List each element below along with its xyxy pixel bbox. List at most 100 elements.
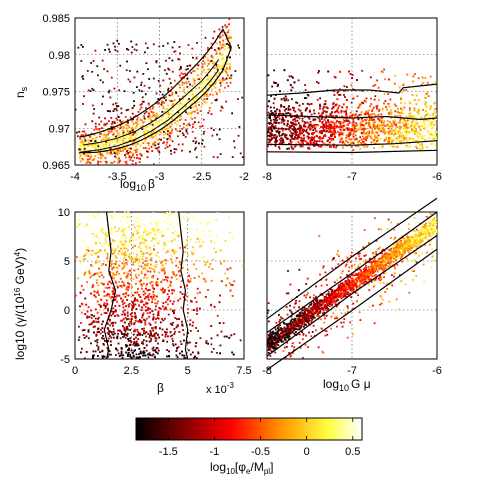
data-point bbox=[433, 110, 436, 113]
data-point bbox=[331, 107, 333, 110]
data-point bbox=[298, 136, 301, 139]
data-point bbox=[107, 138, 110, 141]
data-point bbox=[157, 146, 160, 149]
data-point bbox=[215, 50, 218, 53]
data-point bbox=[201, 71, 204, 73]
data-point bbox=[430, 96, 433, 99]
data-point bbox=[227, 35, 229, 38]
data-point bbox=[221, 77, 224, 80]
data-point bbox=[143, 131, 145, 134]
data-point bbox=[237, 134, 240, 137]
data-point bbox=[270, 95, 272, 97]
data-point bbox=[290, 135, 292, 137]
data-point bbox=[366, 132, 369, 135]
data-point bbox=[214, 71, 216, 74]
data-point bbox=[392, 129, 395, 132]
data-point bbox=[329, 113, 332, 115]
data-point bbox=[416, 122, 419, 125]
data-point bbox=[429, 147, 431, 150]
data-point bbox=[197, 64, 200, 67]
data-point bbox=[155, 142, 158, 145]
data-point bbox=[422, 129, 425, 132]
data-point bbox=[398, 121, 401, 124]
data-point bbox=[147, 117, 150, 120]
data-point bbox=[114, 129, 117, 132]
data-point bbox=[102, 137, 105, 140]
data-point bbox=[93, 144, 96, 147]
data-point bbox=[144, 131, 147, 134]
data-point bbox=[222, 39, 225, 42]
data-point bbox=[410, 122, 413, 125]
data-point bbox=[327, 121, 330, 124]
data-point bbox=[172, 103, 174, 106]
data-point bbox=[132, 126, 134, 129]
data-point bbox=[86, 160, 89, 163]
data-point bbox=[416, 131, 419, 134]
data-point bbox=[193, 82, 196, 85]
data-point bbox=[237, 44, 240, 47]
data-point bbox=[273, 116, 276, 118]
data-point bbox=[420, 135, 423, 138]
data-point bbox=[119, 147, 121, 150]
data-point bbox=[335, 126, 338, 129]
data-point bbox=[210, 54, 213, 57]
data-point bbox=[116, 119, 119, 121]
data-point bbox=[163, 102, 166, 104]
data-point bbox=[422, 109, 424, 111]
data-point bbox=[297, 137, 299, 140]
data-point bbox=[296, 131, 298, 133]
data-point bbox=[93, 145, 96, 148]
data-point bbox=[115, 117, 118, 120]
data-point bbox=[395, 127, 397, 130]
data-point bbox=[272, 102, 275, 105]
data-point bbox=[158, 151, 161, 154]
data-point bbox=[225, 31, 227, 34]
data-point bbox=[229, 67, 231, 70]
data-point bbox=[281, 129, 284, 132]
data-point bbox=[295, 132, 297, 135]
data-point bbox=[385, 106, 387, 108]
data-point bbox=[125, 152, 128, 155]
data-point bbox=[270, 110, 273, 112]
data-point bbox=[390, 123, 393, 125]
data-point bbox=[301, 138, 303, 141]
data-point bbox=[406, 127, 409, 130]
data-point bbox=[319, 130, 322, 133]
data-point bbox=[118, 134, 121, 136]
data-point bbox=[78, 130, 81, 133]
contour-line bbox=[83, 59, 220, 146]
data-point bbox=[402, 89, 405, 91]
data-point bbox=[224, 49, 227, 52]
data-point bbox=[428, 138, 431, 141]
data-point bbox=[313, 124, 315, 127]
data-point bbox=[419, 148, 421, 150]
data-point bbox=[304, 125, 307, 128]
data-point bbox=[138, 89, 141, 92]
data-point bbox=[194, 110, 197, 113]
data-point bbox=[194, 148, 196, 151]
data-point bbox=[195, 105, 197, 108]
data-point bbox=[140, 81, 143, 84]
data-point bbox=[227, 29, 230, 32]
data-point bbox=[79, 141, 82, 143]
data-point bbox=[364, 123, 367, 126]
data-point bbox=[148, 103, 150, 106]
data-point bbox=[101, 103, 103, 105]
data-point bbox=[135, 132, 138, 135]
data-point bbox=[193, 92, 195, 95]
data-point bbox=[327, 124, 330, 127]
data-point bbox=[147, 134, 150, 137]
data-point bbox=[175, 108, 177, 110]
data-point bbox=[76, 135, 79, 138]
data-point bbox=[427, 132, 429, 135]
data-point bbox=[330, 121, 332, 124]
contour-line bbox=[83, 69, 220, 153]
data-point bbox=[139, 144, 142, 147]
data-point bbox=[136, 70, 139, 73]
data-point bbox=[397, 143, 399, 146]
data-point bbox=[290, 89, 293, 92]
data-point bbox=[421, 137, 424, 140]
data-point bbox=[283, 69, 286, 72]
data-point bbox=[338, 132, 341, 134]
data-point bbox=[277, 127, 280, 130]
